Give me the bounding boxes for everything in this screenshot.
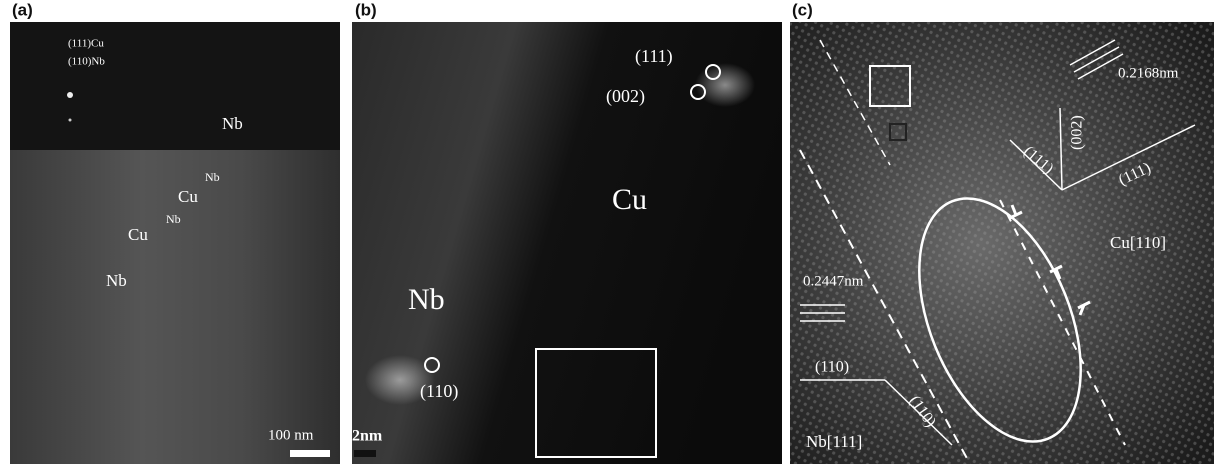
panel-c: (c) 0.2168nm (111) (002) (111) Cu[110] 0… (790, 0, 1214, 464)
fft-spot (695, 63, 755, 107)
scale-label: 2nm (352, 428, 383, 445)
scale-bar (354, 450, 376, 457)
figure: (a) (111)Cu (110)Nb Nb Nb Cu Nb Cu Nb 10… (0, 0, 1214, 464)
diffraction-spot (67, 92, 73, 98)
annotation: Cu[110] (1110, 233, 1166, 252)
annotation: Nb (166, 212, 181, 226)
annotation: 0.2168nm (1118, 65, 1179, 81)
dark-region (10, 22, 340, 150)
annotation: Nb (408, 283, 445, 316)
annotation: Nb (205, 170, 220, 184)
scale-bar (290, 450, 330, 457)
annotation: Nb (106, 271, 127, 290)
diffraction-spot (69, 119, 72, 122)
annotation: (110) (420, 381, 458, 402)
annotation: (002) (1069, 115, 1086, 150)
panel-label: (c) (792, 0, 813, 19)
annotation: (111) (635, 46, 673, 67)
annotation: (111)Cu (68, 38, 104, 50)
scale-label: 100 nm (268, 427, 314, 443)
panel-b: (b) (111) (002) Cu Nb (110) 2nm (352, 0, 782, 464)
annotation: (110)Nb (68, 56, 105, 68)
annotation: Cu (128, 225, 148, 244)
panel-label: (b) (355, 0, 377, 19)
annotation: (110) (815, 359, 849, 376)
annotation: Nb (222, 114, 243, 133)
annotation: (002) (606, 86, 645, 107)
panel-label: (a) (12, 0, 33, 19)
annotation: Nb[111] (806, 432, 862, 451)
annotation: 0.2447nm (803, 273, 864, 289)
annotation: Cu (178, 187, 198, 206)
annotation: Cu (612, 183, 647, 216)
panel-a: (a) (111)Cu (110)Nb Nb Nb Cu Nb Cu Nb 10… (10, 0, 340, 464)
